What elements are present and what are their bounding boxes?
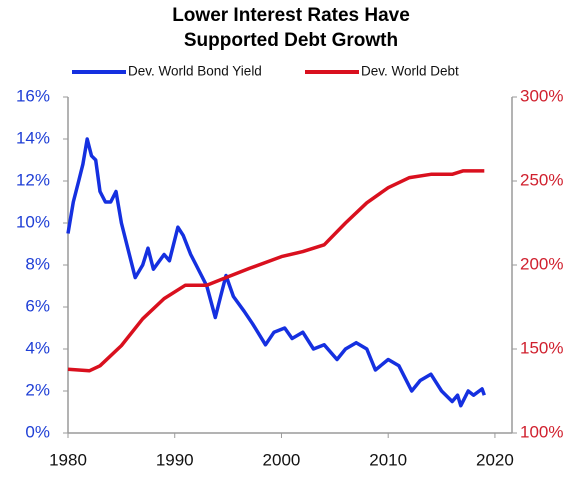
y-tick-label: 10% bbox=[16, 212, 50, 231]
y-tick-label: 6% bbox=[25, 296, 50, 315]
y-tick-label: 16% bbox=[16, 86, 50, 105]
x-tick-label: 2000 bbox=[263, 450, 301, 469]
legend-label: Dev. World Debt bbox=[361, 64, 459, 79]
y-tick-label: 14% bbox=[16, 128, 50, 147]
x-tick-label: 2020 bbox=[476, 450, 514, 469]
x-tick-label: 1990 bbox=[156, 450, 194, 469]
x-tick-label: 1980 bbox=[49, 450, 87, 469]
chart-title: Supported Debt Growth bbox=[184, 30, 398, 51]
legend-label: Dev. World Bond Yield bbox=[128, 64, 262, 79]
y-tick-label: 0% bbox=[25, 422, 50, 441]
chart-title: Lower Interest Rates Have bbox=[172, 5, 410, 26]
y2-tick-label: 200% bbox=[520, 254, 563, 273]
y2-tick-label: 250% bbox=[520, 170, 563, 189]
x-tick-label: 2010 bbox=[369, 450, 407, 469]
y-tick-label: 2% bbox=[25, 380, 50, 399]
series-line bbox=[67, 169, 485, 373]
y-tick-label: 4% bbox=[25, 338, 50, 357]
y-tick-label: 12% bbox=[16, 170, 50, 189]
y2-tick-label: 150% bbox=[520, 338, 563, 357]
y-tick-label: 8% bbox=[25, 254, 50, 273]
y2-tick-label: 300% bbox=[520, 86, 563, 105]
y2-tick-label: 100% bbox=[520, 422, 563, 441]
series-line bbox=[66, 137, 486, 408]
